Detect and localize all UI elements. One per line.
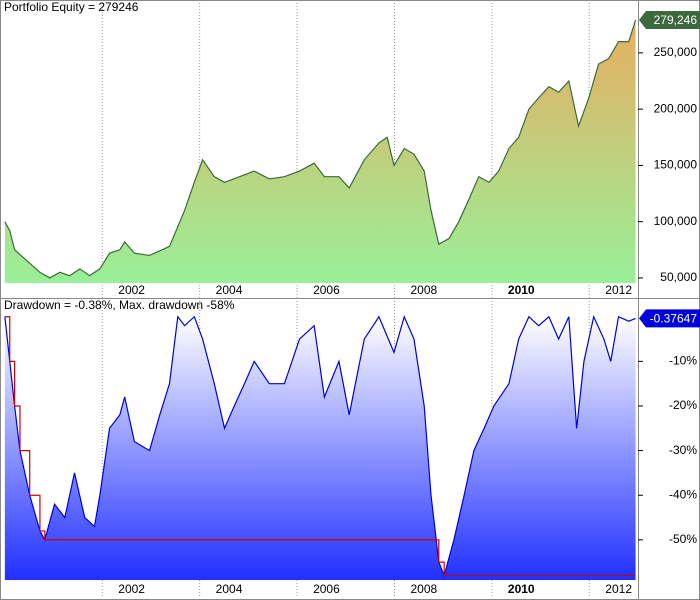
- y-tick-label: -20%: [669, 398, 697, 412]
- chart-title: Portfolio Equity = 279246: [4, 0, 139, 14]
- area: [4, 316, 636, 580]
- y-tick-label: 150,000: [654, 158, 698, 172]
- y-tick-label: -10%: [669, 354, 697, 368]
- y-tick-label: -30%: [669, 443, 697, 457]
- line: [4, 314, 636, 578]
- x-tick-label: 2010: [508, 582, 535, 596]
- y-tick-label: 200,000: [654, 101, 698, 115]
- x-tick-label: 2008: [410, 582, 437, 596]
- y-tick-label: -50%: [669, 532, 697, 546]
- last-value-label: 279,246: [654, 13, 698, 27]
- x-tick-label: 2008: [410, 283, 437, 297]
- x-tick-label: 2006: [313, 582, 340, 596]
- x-tick-label: 2012: [605, 283, 632, 297]
- last-value-marker: [639, 309, 700, 328]
- chart-title: Drawdown = -0.38%, Max. drawdown -58%: [4, 298, 235, 312]
- y-tick-label: 100,000: [654, 214, 698, 228]
- x-tick-label: 2002: [118, 283, 145, 297]
- x-tick-label: 2004: [216, 283, 243, 297]
- x-tick-label: 2010: [508, 283, 535, 297]
- line: [4, 19, 637, 279]
- area: [4, 19, 636, 283]
- step-line: [4, 316, 636, 577]
- last-value-marker: [639, 10, 700, 29]
- x-tick-label: 2006: [313, 283, 340, 297]
- y-tick-label: 50,000: [660, 270, 697, 284]
- x-tick-label: 2012: [605, 582, 632, 596]
- y-tick-label: 250,000: [654, 45, 698, 59]
- x-tick-label: 2004: [216, 582, 243, 596]
- x-tick-label: 2002: [118, 582, 145, 596]
- last-value-label: -0.37647: [650, 312, 698, 326]
- y-tick-label: -40%: [669, 487, 697, 501]
